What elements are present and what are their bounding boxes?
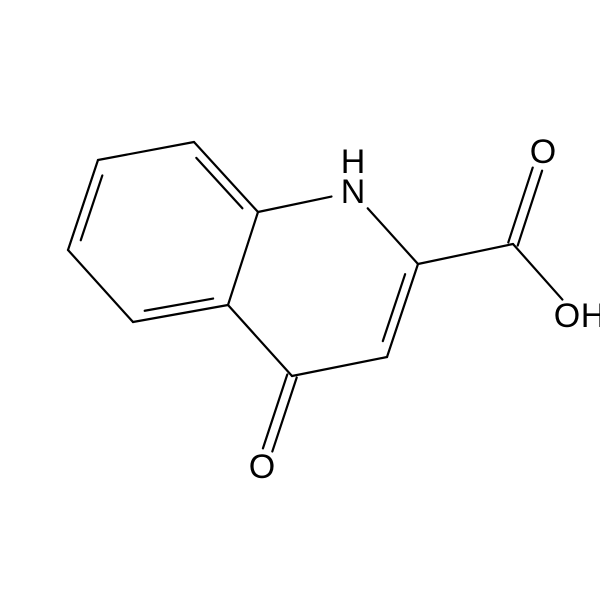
atom-label: O [530,133,556,171]
bond [418,244,513,264]
bond [508,168,532,243]
bond [228,212,258,305]
bond [518,171,542,246]
bond [513,244,562,300]
molecule-diagram: NHOOOH [0,0,600,600]
bond [272,378,296,452]
bond [196,158,242,208]
bond [292,357,387,376]
bond [81,175,103,240]
atom-label-right: H [581,297,600,335]
atom-label-sup: H [341,143,366,181]
bond [98,142,194,160]
bond [368,208,418,264]
bond [228,305,292,376]
bond [263,374,287,448]
bond [68,250,133,322]
atom-label: O [554,297,580,335]
bond [133,305,228,322]
bond [383,274,405,341]
bond [258,197,331,212]
bond [194,142,258,212]
atom-label: O [249,448,275,486]
bond [387,264,418,357]
